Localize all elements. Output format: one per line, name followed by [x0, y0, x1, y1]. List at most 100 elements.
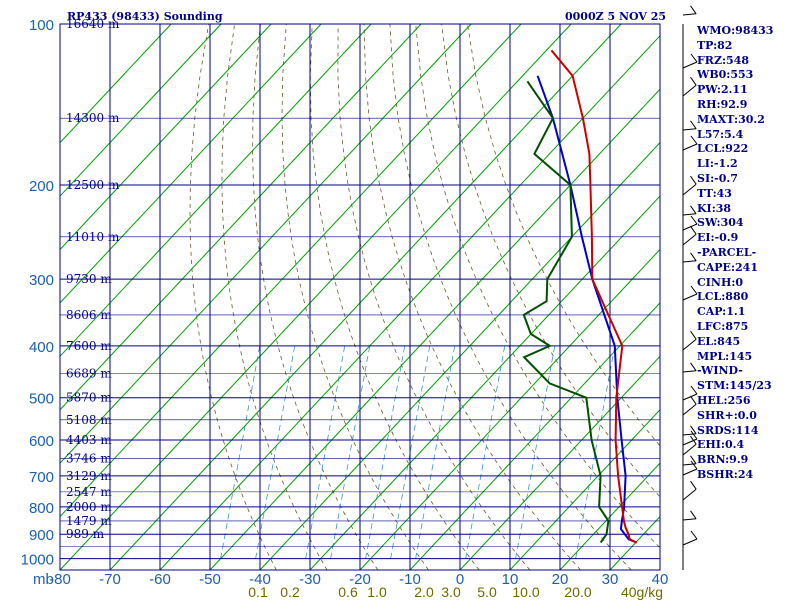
- wind-barb: [682, 260, 697, 263]
- pressure-tick-label: 1000: [21, 552, 54, 569]
- wind-barb: [682, 213, 697, 216]
- wind-barb: [682, 468, 698, 476]
- temperature-profile-line: [550, 49, 638, 544]
- isotherm-line: [60, 24, 272, 251]
- mixing-ratio-line: [575, 345, 616, 559]
- temperature-tick-label: 40: [652, 571, 669, 588]
- wind-barb-flag: [690, 455, 697, 465]
- wind-barb-flag: [690, 480, 697, 490]
- height-label: 4403 m: [66, 433, 112, 447]
- wind-barb: [682, 538, 698, 546]
- sounding-index: FRZ:548: [697, 53, 750, 67]
- sounding-index: EL:845: [697, 334, 741, 348]
- temperature-tick-label: 10: [502, 571, 519, 588]
- height-label: 14300 m: [66, 111, 120, 125]
- sounding-index: SW:304: [697, 216, 744, 230]
- wind-barb: [682, 438, 698, 446]
- sounding-index: BSHR:24: [697, 467, 754, 481]
- temperature-tick-label: -80: [49, 571, 71, 588]
- pressure-tick-label: 400: [29, 339, 54, 356]
- sounding-index: KI:38: [697, 201, 732, 215]
- isotherm-line: [209, 88, 660, 570]
- mixing-ratio-line: [415, 345, 456, 559]
- pressure-tick-label: 300: [29, 272, 54, 289]
- isotherm-line: [109, 24, 622, 570]
- wind-barb-flag: [690, 215, 698, 225]
- isobar-isotherm-grid: [60, 24, 660, 570]
- isotherm-line: [60, 24, 222, 197]
- wind-barb-flag: [690, 76, 697, 86]
- mixing-ratio-label: 0.2: [280, 584, 300, 600]
- wind-barb: [682, 370, 697, 373]
- sounding-index: STM:145/23: [697, 379, 772, 393]
- wind-barb-flag: [690, 362, 697, 372]
- wind-barb-flag: [690, 510, 697, 520]
- sounding-index: -PARCEL-: [697, 245, 757, 259]
- sounding-index: TP:82: [697, 38, 733, 52]
- dewpoint-profile-line: [522, 80, 610, 544]
- adiabat-line: [189, 24, 277, 570]
- isotherm-line: [409, 302, 660, 570]
- adiabat-line: [337, 24, 531, 570]
- height-label: 12500 m: [66, 178, 120, 192]
- isotherm-line: [60, 24, 372, 358]
- wind-barb-flag: [690, 430, 698, 440]
- mixing-ratio-label: 1.0: [367, 584, 387, 600]
- parcel-profile-line: [536, 75, 638, 544]
- mixing-ratio-label: 10.0: [512, 584, 539, 600]
- height-label: 7600 m: [66, 339, 112, 353]
- wind-barb: [682, 488, 697, 501]
- temperature-tick-label: -70: [99, 571, 121, 588]
- adiabat-line: [389, 24, 632, 570]
- sounding-index: LCL:880: [697, 290, 749, 304]
- pressure-tick-label: 100: [29, 17, 54, 34]
- mixing-ratio-line: [255, 345, 296, 559]
- wind-barb-flag: [690, 395, 697, 405]
- mixing-ratio-line: [305, 345, 346, 559]
- mixing-ratio-line: [220, 345, 261, 559]
- isotherm-line: [60, 24, 422, 411]
- sounding-index: SHR+:0.0: [697, 408, 757, 422]
- mixing-ratio-line: [390, 345, 431, 559]
- mixing-ratio-line: [330, 345, 371, 559]
- sounding-index: L57:5.4: [697, 127, 744, 141]
- isotherm-line: [60, 24, 572, 570]
- sounding-index: SI:-0.7: [697, 171, 738, 185]
- height-label: 3746 m: [66, 452, 112, 466]
- wind-barb: [682, 61, 698, 69]
- mixing-ratio-label: 0.6: [338, 584, 358, 600]
- sounding-index: WB0:553: [697, 68, 754, 82]
- temperature-tick-label: -20: [349, 571, 371, 588]
- height-label: 1479 m: [66, 514, 112, 528]
- adiabat-line: [309, 24, 480, 570]
- pressure-unit-label: mb: [33, 571, 54, 588]
- sounding-index: TT:43: [697, 186, 732, 200]
- adiabat-line: [281, 24, 429, 570]
- wind-barb: [682, 433, 697, 436]
- pressure-tick-label: 800: [29, 500, 54, 517]
- wind-barb-flag: [690, 530, 698, 540]
- chart-title: RP433 (98433) Sounding: [67, 10, 223, 23]
- wind-barb: [682, 128, 697, 131]
- sounding-index: BRN:9.9: [697, 453, 749, 467]
- height-label: 8606 m: [66, 308, 112, 322]
- valid-time: 0000Z 5 NOV 25: [565, 10, 667, 23]
- isotherm-line: [60, 24, 322, 304]
- wind-barb: [682, 183, 697, 196]
- sounding-index: EHI:0.4: [697, 438, 745, 452]
- mixing-ratio-label: 5.0: [477, 584, 497, 600]
- wind-barb: [682, 338, 697, 351]
- sounding-index: -WIND-: [697, 364, 743, 378]
- wind-barb-flag: [690, 205, 697, 215]
- pressure-tick-label: 900: [29, 527, 54, 544]
- height-label: 5108 m: [66, 413, 112, 427]
- wind-barb-flag: [690, 385, 698, 395]
- height-label: 9730 m: [66, 272, 112, 286]
- sounding-index: HEL:256: [697, 393, 751, 407]
- isotherm-line: [60, 24, 522, 518]
- adiabat-line: [363, 24, 581, 570]
- sounding-index: CINH:0: [697, 275, 744, 289]
- wind-barbs: [682, 5, 698, 570]
- wind-barb-flag: [690, 460, 698, 470]
- isotherm-line: [60, 24, 172, 144]
